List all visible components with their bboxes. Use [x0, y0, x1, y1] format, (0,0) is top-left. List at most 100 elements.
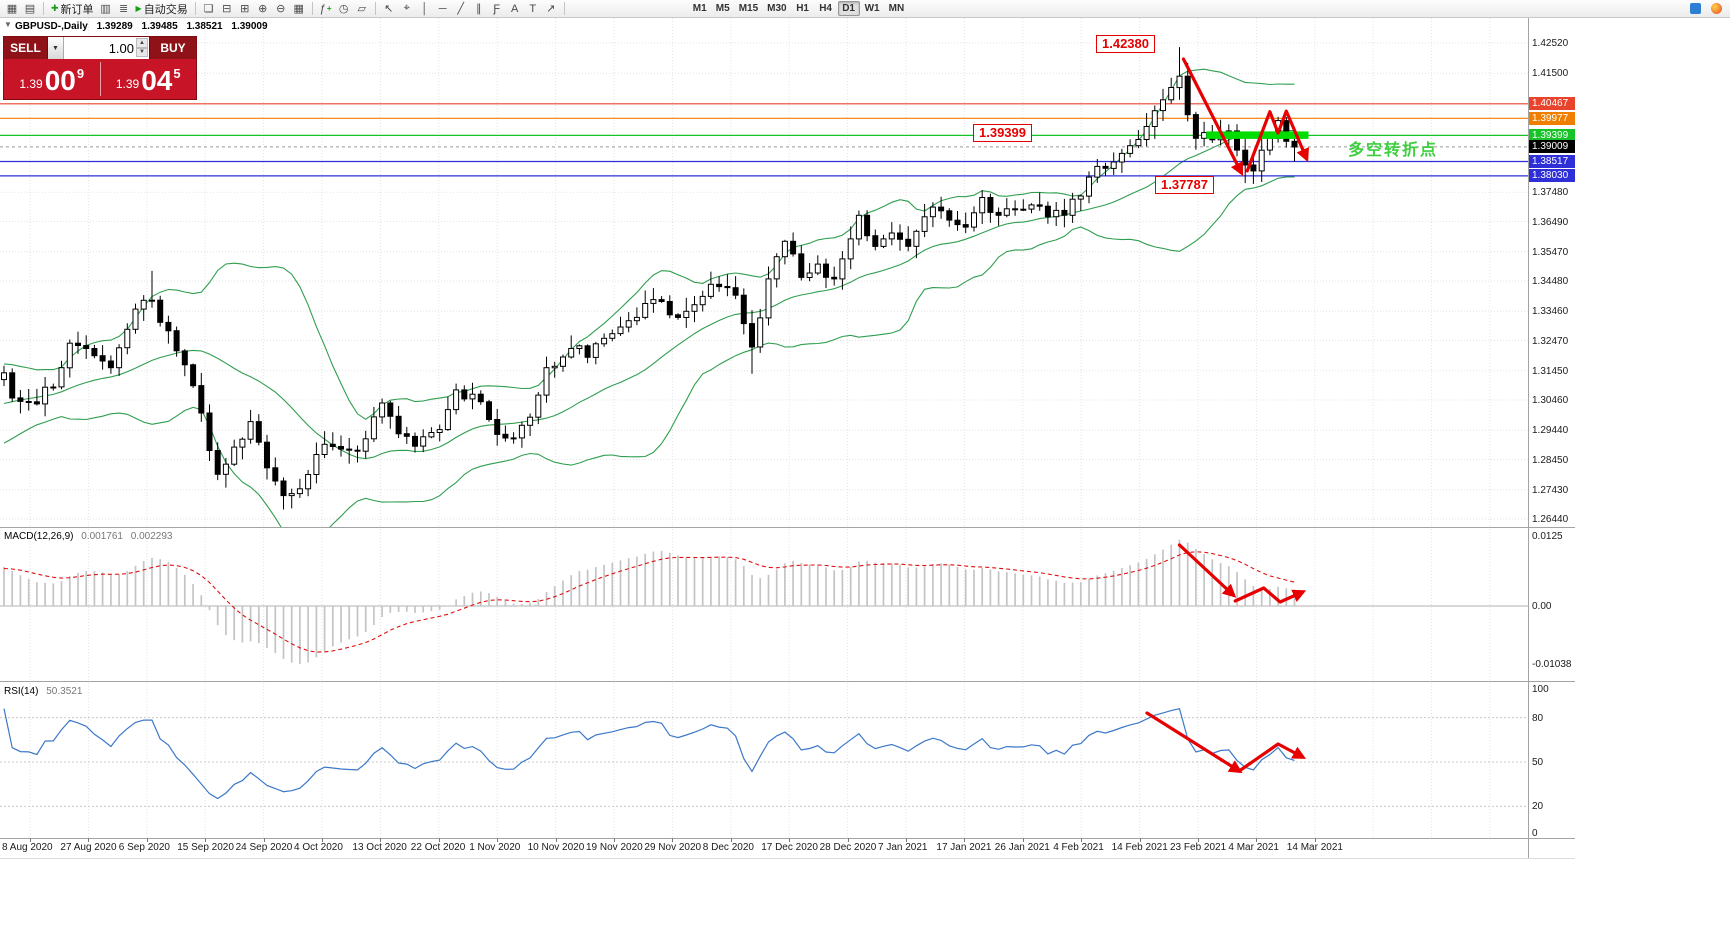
bollinger-bands: [3, 68, 1295, 527]
level-price-box[interactable]: 1.38517: [1529, 154, 1575, 168]
profiles-icon[interactable]: ▤: [24, 3, 36, 15]
date-label: 19 Nov 2020: [586, 842, 643, 853]
timeframe-h1[interactable]: H1: [796, 3, 809, 14]
rsi-annotation-arrows[interactable]: [1145, 711, 1307, 774]
volume-increase-button[interactable]: ▲: [136, 38, 148, 48]
price-tick-label: 1.35470: [1532, 246, 1569, 258]
trendline-icon[interactable]: ╱: [457, 3, 465, 15]
cursor-icon[interactable]: ↖: [384, 3, 394, 15]
one-click-trading-panel: SELL ▼ 1.00 ▲ ▼ BUY 1.39 00 9 1.39 04 5: [3, 36, 197, 100]
bid-price-box[interactable]: 1.39009: [1529, 140, 1575, 154]
date-label: 14 Feb 2021: [1111, 842, 1168, 853]
main-chart-canvas[interactable]: [0, 18, 1528, 527]
tile-vertical-icon[interactable]: ⊞: [240, 3, 250, 15]
price-tick-label: 1.42520: [1532, 38, 1569, 49]
sell-button[interactable]: SELL: [4, 37, 48, 59]
main-toolbar: ▦ ▤ ✚ 新订单 ▥ ≣ ▶ 自动交易 ❏ ⊟ ⊞ ⊕ ⊖ ▦ ƒ + ◷ ▱ ↖ …: [0, 0, 1730, 18]
timeframe-m1[interactable]: M1: [692, 3, 707, 14]
date-label: 15 Sep 2020: [177, 842, 234, 853]
macd-signal-line: [3, 551, 1295, 653]
period-icon[interactable]: ◷: [338, 3, 349, 15]
panel-divider[interactable]: [0, 681, 1575, 682]
market-watch-icon[interactable]: ▥: [100, 3, 111, 15]
date-label: 8 Aug 2020: [2, 842, 53, 853]
pivot-zone-bar[interactable]: [1206, 131, 1309, 139]
rsi-label: RSI(14) 50.3521: [4, 686, 82, 697]
level-lines[interactable]: [0, 103, 1528, 177]
channel-icon[interactable]: ∥: [475, 3, 482, 15]
new-order-button[interactable]: ✚ 新订单: [48, 1, 97, 17]
price-tick-label: 1.41500: [1532, 68, 1569, 80]
level-price-box[interactable]: 1.38030: [1529, 169, 1575, 183]
timeframe-h4[interactable]: H4: [819, 3, 832, 14]
toolbar-right-group: [1686, 1, 1727, 17]
level-price-box[interactable]: 1.39977: [1529, 111, 1575, 125]
ohlc-high: 1.39485: [141, 21, 178, 32]
tile-horizontal-icon[interactable]: ⊟: [222, 3, 232, 15]
toolbar-separator: [43, 2, 44, 15]
new-chart-icon[interactable]: ▦: [6, 3, 18, 15]
text-label-icon[interactable]: T: [529, 2, 537, 15]
crosshair-icon[interactable]: ⌖: [403, 2, 410, 14]
fibonacci-icon[interactable]: Ƒ: [493, 2, 501, 15]
peak-price-flag[interactable]: 1.42380: [1096, 35, 1155, 53]
timeframe-w1[interactable]: W1: [864, 3, 880, 14]
rsi-scale-label: 20: [1532, 801, 1544, 813]
horizontal-line-icon[interactable]: ─: [438, 2, 447, 15]
volume-input[interactable]: 1.00 ▲ ▼: [64, 37, 149, 59]
date-label: 4 Feb 2021: [1053, 842, 1104, 853]
level-price-box[interactable]: 1.39399: [1529, 128, 1575, 142]
ohlc-open: 1.39289: [96, 21, 133, 32]
rsi-level-lines: [0, 717, 1528, 807]
cascade-windows-icon[interactable]: ❏: [203, 3, 214, 15]
pivot-note-text[interactable]: 多空转折点: [1348, 142, 1439, 159]
candles-layer: [1, 47, 1298, 510]
timeframe-m15[interactable]: M15: [738, 3, 759, 14]
price-tick-label: 1.34480: [1532, 276, 1569, 287]
strategy-tester-icon[interactable]: ▦: [293, 3, 304, 15]
rsi-panel-canvas[interactable]: [0, 683, 1528, 838]
price-divider: [99, 62, 101, 96]
indicator-add-icon: +: [326, 4, 332, 13]
metaquotes-logo: [1689, 3, 1701, 14]
timeframe-mn[interactable]: MN: [888, 3, 905, 14]
buy-price-display[interactable]: 1.39 04 5: [101, 59, 197, 99]
macd-panel-canvas[interactable]: [0, 529, 1528, 681]
autotrading-button[interactable]: ▶ 自动交易: [133, 1, 191, 17]
level-price-box[interactable]: 1.40467: [1529, 97, 1575, 111]
timeframes-toolbar: M1 M5 M15 M30 H1 H4 D1 W1 MN: [689, 1, 908, 16]
macd-annotation-arrows[interactable]: [1177, 543, 1307, 604]
one-click-toggle[interactable]: ▼: [4, 20, 12, 29]
order-type-dropdown[interactable]: ▼: [48, 37, 64, 59]
date-label: 23 Feb 2021: [1170, 842, 1227, 853]
vertical-line-icon[interactable]: │: [421, 2, 429, 15]
zoom-out-icon[interactable]: ⊖: [276, 3, 286, 15]
timeframe-d1[interactable]: D1: [837, 1, 860, 16]
buy-price-pip: 5: [173, 66, 181, 81]
community-icon[interactable]: [1707, 1, 1725, 17]
timeframe-m5[interactable]: M5: [715, 3, 730, 14]
annotation-arrows[interactable]: [1181, 57, 1309, 176]
data-window-icon[interactable]: ≣: [118, 3, 129, 15]
templates-icon[interactable]: ▱: [357, 3, 366, 15]
buy-button[interactable]: BUY: [149, 37, 196, 59]
date-label: 6 Sep 2020: [118, 842, 170, 853]
timeframe-m30[interactable]: M30: [767, 3, 787, 14]
date-label: 4 Oct 2020: [294, 842, 343, 853]
downtrend-arrow: [1181, 57, 1244, 176]
metaquotes-icon[interactable]: [1686, 1, 1704, 17]
date-label: 13 Oct 2020: [352, 842, 407, 853]
pivot-price-flag[interactable]: 1.39399: [973, 124, 1032, 142]
sell-price-display[interactable]: 1.39 00 9: [4, 59, 100, 99]
text-icon[interactable]: A: [511, 2, 519, 15]
volume-decrease-button[interactable]: ▼: [136, 47, 148, 57]
date-label: 4 Mar 2021: [1228, 842, 1279, 853]
date-label: 27 Aug 2020: [60, 842, 117, 853]
trough-price-flag[interactable]: 1.37787: [1155, 176, 1214, 194]
community-logo: [1710, 3, 1722, 14]
arrows-icon[interactable]: ↗: [546, 3, 556, 15]
indicators-icon[interactable]: ƒ +: [319, 2, 332, 15]
panel-divider[interactable]: [0, 527, 1575, 528]
zoom-in-icon[interactable]: ⊕: [258, 3, 268, 15]
autotrading-label: 自动交易: [143, 3, 188, 16]
